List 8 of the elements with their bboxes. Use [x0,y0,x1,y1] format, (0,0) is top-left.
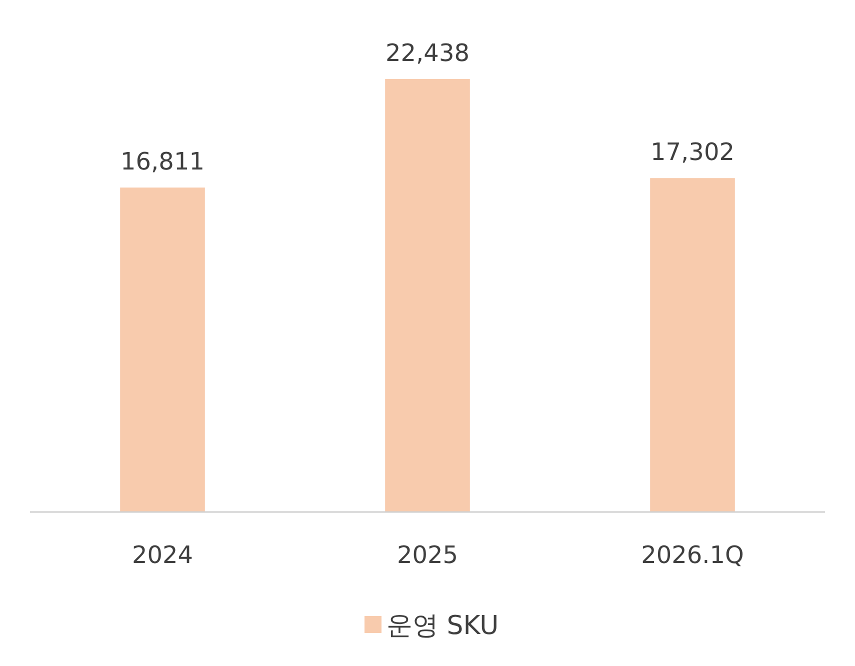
legend: 운영 SKU [364,611,499,641]
x-tick-label: 2025 [396,541,458,569]
data-label: 16,811 [120,148,204,176]
data-label: 22,438 [386,38,470,67]
legend-label: 운영 SKU [386,611,499,641]
x-tick-label: 2024 [132,541,194,569]
x-tick-label: 2026.1Q [641,541,744,569]
data-label: 17,302 [650,138,734,166]
